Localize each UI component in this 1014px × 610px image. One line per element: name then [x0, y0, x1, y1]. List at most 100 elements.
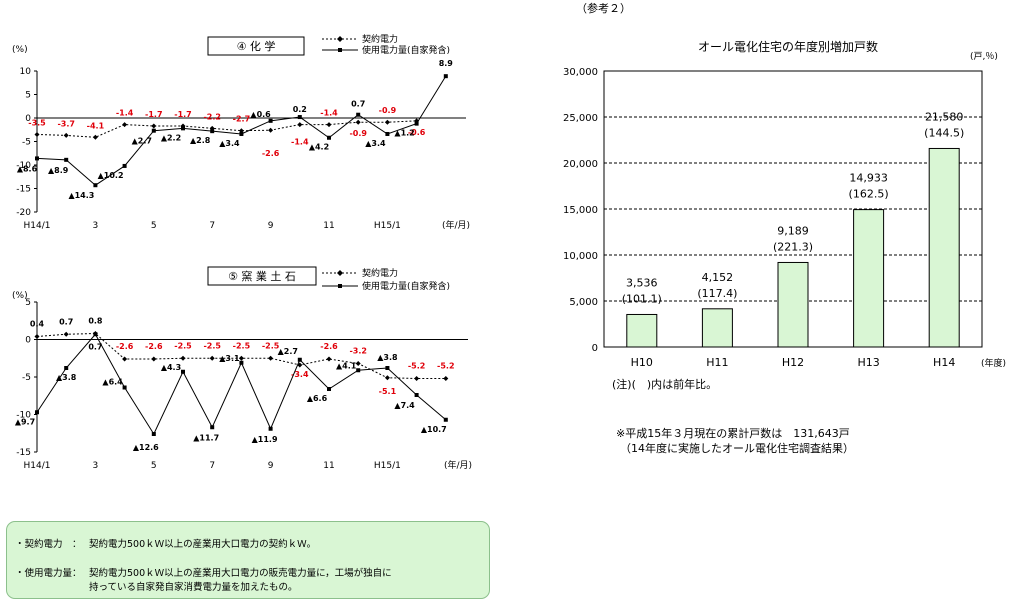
- contract-point: [326, 122, 332, 128]
- x-tick-label: 5: [151, 221, 157, 231]
- usage-point: [327, 387, 331, 391]
- contract-data-label: -4.1: [87, 121, 105, 130]
- def-text-usage-cont: 持っている自家発自家消費電力量を加えたもの。: [89, 582, 298, 593]
- usage-data-label: ▲3.4: [219, 139, 240, 148]
- definition-box: ・契約電力 ： 契約電力500ｋＷ以上の産業用大口電力の契約ｋＷ。 ・使用電力量…: [6, 521, 490, 599]
- bar-value-label: 4,152: [702, 271, 734, 284]
- contract-point: [355, 119, 361, 125]
- bar-ratio-label: (221.3): [773, 240, 813, 253]
- contract-point: [122, 122, 128, 128]
- contract-data-label: -0.9: [349, 129, 367, 138]
- x-tick-label: H14: [933, 356, 955, 369]
- y-tick-label: -20: [16, 208, 31, 218]
- contract-data-label: -2.2: [203, 112, 221, 121]
- contract-point: [384, 119, 390, 125]
- contract-data-label: -5.2: [408, 362, 426, 371]
- x-tick-label: 11: [323, 461, 334, 471]
- contract-data-label: -1.7: [174, 110, 192, 119]
- contract-point: [92, 134, 98, 140]
- x-tick-label: H15/1: [374, 461, 401, 471]
- y-tick-label: -5: [22, 138, 31, 148]
- def-text-usage: 契約電力500ｋＷ以上の産業用大口電力の販売電力量に，工場が独自に: [89, 568, 392, 579]
- contract-point: [151, 356, 157, 362]
- contract-data-label: -2.5: [174, 341, 192, 350]
- x-tick-label: 3: [93, 461, 99, 471]
- usage-data-label: ▲8.6: [17, 164, 38, 173]
- contract-data-label: -3.4: [291, 370, 309, 379]
- usage-point: [268, 426, 273, 431]
- contract-point: [297, 122, 303, 128]
- x-tick-label: H14/1: [24, 221, 51, 231]
- y-tick-label: 5,000: [569, 297, 598, 308]
- usage-point: [93, 183, 98, 188]
- usage-data-label: ▲8.9: [48, 166, 69, 175]
- contract-data-label: -2.5: [203, 341, 221, 350]
- contract-data-label: -1.4: [320, 109, 338, 118]
- usage-data-label: ▲2.2: [161, 133, 181, 142]
- contract-data-label: -2.6: [145, 342, 163, 351]
- bar-ratio-label: (162.5): [849, 188, 889, 201]
- contract-point: [209, 355, 215, 361]
- contract-point: [34, 334, 40, 339]
- legend-contract: 契約電力: [362, 33, 398, 45]
- y-tick-label: -10: [16, 161, 31, 171]
- legend-usage: 使用電力量(自家発含): [362, 44, 450, 56]
- x-tick-label: 3: [93, 221, 99, 231]
- contract-point: [443, 376, 449, 381]
- usage-data-label: ▲10.7: [421, 425, 447, 434]
- contract-data-label: -2.6: [320, 342, 338, 351]
- def-term-contract: ・契約電力 ：: [15, 539, 82, 550]
- usage-data-label: ▲2.7: [132, 137, 152, 146]
- contract-point: [238, 128, 244, 134]
- contract-point: [151, 123, 157, 129]
- y-tick-label: -15: [16, 185, 31, 195]
- x-tick-label: 7: [209, 221, 215, 231]
- usage-point: [122, 163, 127, 168]
- y-tick-label: -15: [16, 448, 31, 458]
- x-axis-label: (年/月): [444, 459, 472, 471]
- contract-data-label: -2.5: [233, 341, 251, 350]
- y-tick-label: 10: [20, 67, 32, 77]
- bar-value-label: 14,933: [849, 172, 888, 185]
- contract-data-label: -3.5: [28, 118, 46, 127]
- usage-data-label: ▲3.4: [365, 139, 386, 148]
- contract-point: [384, 375, 390, 381]
- usage-point: [210, 129, 215, 134]
- usage-point: [356, 368, 361, 373]
- usage-data-label: 0.2: [293, 105, 307, 114]
- usage-point: [181, 126, 185, 131]
- usage-data-label: ▲4.2: [309, 143, 329, 152]
- contract-data-label: -1.7: [145, 110, 163, 119]
- usage-point: [64, 157, 69, 162]
- contract-data-label: -5.2: [437, 362, 455, 371]
- x-tick-label: 9: [268, 461, 274, 471]
- usage-point: [64, 366, 69, 370]
- usage-point: [239, 360, 244, 365]
- usage-point: [93, 332, 98, 337]
- chart-title: ⑤ 窯 業 土 石: [228, 269, 296, 283]
- usage-data-label: ▲12.6: [133, 443, 159, 452]
- contract-data-label: -1.4: [291, 138, 309, 147]
- usage-point: [385, 366, 390, 370]
- usage-point: [414, 393, 419, 397]
- usage-point: [327, 135, 331, 140]
- y-tick-label: 5: [25, 298, 31, 308]
- def-text-contract: 契約電力500ｋＷ以上の産業用大口電力の契約ｋＷ。: [89, 539, 317, 550]
- contract-point: [268, 127, 274, 133]
- usage-data-label: 0.7: [351, 100, 365, 109]
- usage-point: [181, 369, 185, 374]
- chart-title: オール電化住宅の年度別増加戸数: [698, 39, 878, 54]
- y-unit-label: (戸,％): [970, 51, 998, 62]
- chart-legend: 契約電力 使用電力量(自家発含): [322, 267, 450, 292]
- usage-data-label: ▲1.2: [394, 129, 414, 138]
- usage-data-label: ▲4.1: [336, 361, 357, 370]
- bar-ratio-label: (117.4): [697, 287, 737, 300]
- y-tick-label: 15,000: [563, 205, 598, 216]
- usage-data-label: ▲11.7: [193, 433, 219, 442]
- usage-data-label: 8.9: [439, 59, 454, 68]
- def-term-usage: ・使用電力量：: [15, 568, 82, 579]
- series-contract-line: [36, 120, 417, 138]
- contract-data-label: 0.7: [59, 317, 73, 326]
- cumulative-note-line1: ※平成15年３月現在の累計戸数は 131,643戸: [616, 427, 850, 440]
- contract-data-label: -3.7: [57, 119, 75, 128]
